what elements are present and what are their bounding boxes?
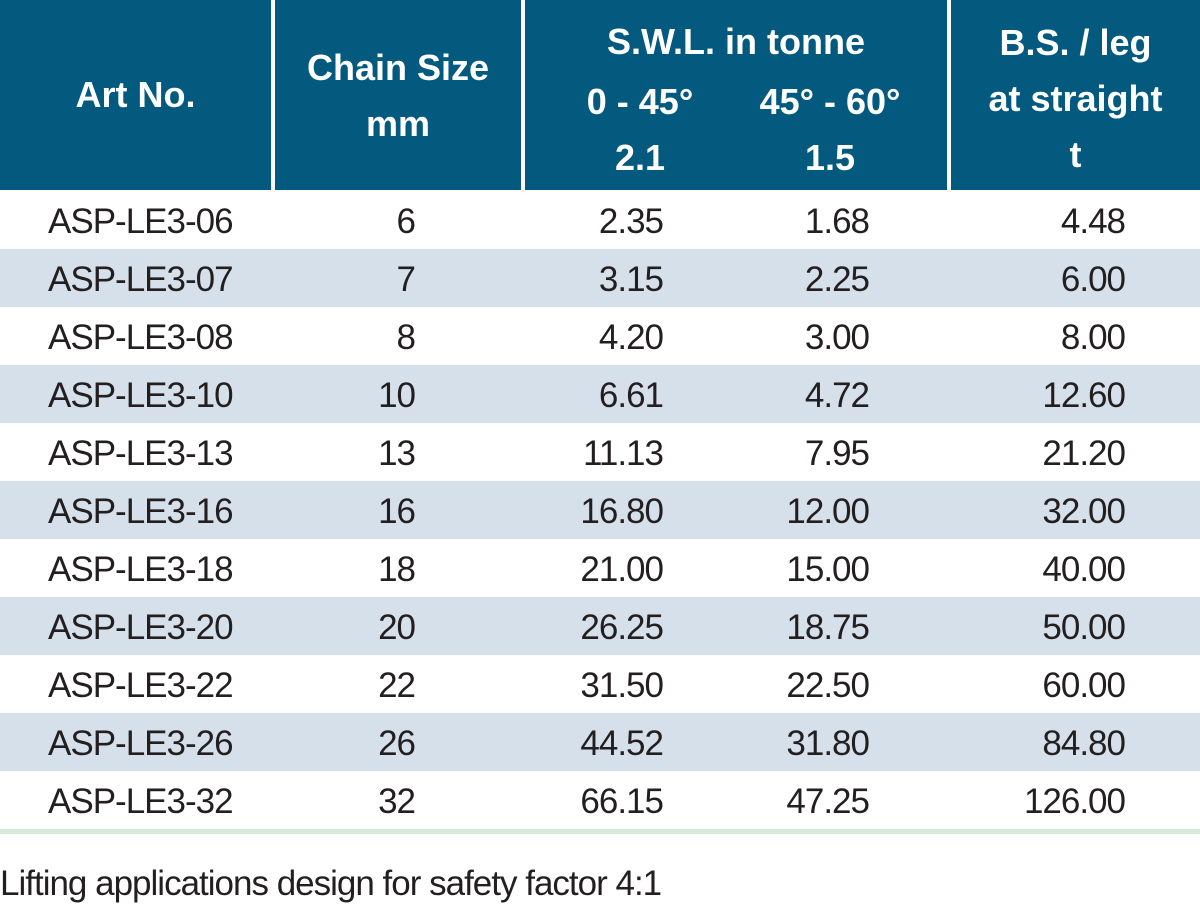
cell-chain-size: 16	[378, 492, 416, 531]
header-swl-angle-45-60-label: 45° - 60°	[759, 81, 901, 122]
cell-swl-45-60: 3.00	[804, 318, 870, 357]
cell-breaking-strength: 60.00	[1042, 666, 1126, 705]
table-row: ASP-LE3-06 6 2.35 1.68 4.48	[0, 191, 1200, 249]
cell-swl-0-45: 21.00	[580, 550, 664, 589]
cell-breaking-strength: 6.00	[1060, 260, 1126, 299]
header-swl-angle-0-45: 0 - 45° 2.1	[555, 74, 725, 186]
cell-chain-size: 6	[396, 202, 416, 241]
cell-art-no: ASP-LE3-13	[48, 434, 234, 473]
cell-swl-45-60: 1.68	[804, 202, 870, 241]
cell-breaking-strength: 12.60	[1042, 376, 1126, 415]
header-breaking-strength: B.S. / leg at straight t	[951, 0, 1200, 190]
cell-swl-45-60: 18.75	[786, 608, 870, 647]
table-row: ASP-LE3-26 26 44.52 31.80 84.80	[0, 713, 1200, 771]
table-body: ASP-LE3-06 6 2.35 1.68 4.48 ASP-LE3-07 7…	[0, 191, 1200, 829]
cell-chain-size: 32	[378, 782, 416, 821]
cell-swl-45-60: 47.25	[786, 782, 870, 821]
table-bottom-rule	[0, 829, 1200, 834]
header-swl: S.W.L. in tonne 0 - 45° 2.1 45° - 60° 1.…	[525, 0, 947, 190]
cell-breaking-strength: 32.00	[1042, 492, 1126, 531]
cell-breaking-strength: 50.00	[1042, 608, 1126, 647]
cell-art-no: ASP-LE3-07	[48, 260, 234, 299]
cell-swl-0-45: 31.50	[580, 666, 664, 705]
cell-swl-45-60: 12.00	[786, 492, 870, 531]
header-swl-angle-45-60-factor: 1.5	[804, 137, 856, 178]
cell-swl-0-45: 3.15	[598, 260, 664, 299]
header-bs-line-3: t	[1069, 134, 1082, 175]
cell-swl-45-60: 2.25	[804, 260, 870, 299]
cell-swl-0-45: 11.13	[583, 434, 664, 473]
cell-art-no: ASP-LE3-16	[48, 492, 234, 531]
cell-breaking-strength: 40.00	[1042, 550, 1126, 589]
cell-chain-size: 20	[378, 608, 416, 647]
table-row: ASP-LE3-32 32 66.15 47.25 126.00	[0, 771, 1200, 829]
footnote: Lifting applications design for safety f…	[0, 864, 662, 903]
table-row: ASP-LE3-08 8 4.20 3.00 8.00	[0, 307, 1200, 365]
table-row: ASP-LE3-13 13 11.13 7.95 21.20	[0, 423, 1200, 481]
cell-breaking-strength: 21.20	[1042, 434, 1126, 473]
header-art-no: Art No.	[0, 0, 271, 190]
header-bs-line-2: at straight	[988, 78, 1163, 119]
cell-art-no: ASP-LE3-26	[48, 724, 234, 763]
table-row: ASP-LE3-16 16 16.80 12.00 32.00	[0, 481, 1200, 539]
cell-breaking-strength: 84.80	[1042, 724, 1126, 763]
cell-art-no: ASP-LE3-06	[48, 202, 234, 241]
cell-swl-0-45: 44.52	[580, 724, 664, 763]
cell-swl-45-60: 22.50	[786, 666, 870, 705]
header-swl-angle-45-60: 45° - 60° 1.5	[745, 74, 915, 186]
cell-chain-size: 18	[378, 550, 416, 589]
header-swl-title: S.W.L. in tonne	[607, 21, 865, 62]
cell-swl-45-60: 4.72	[804, 376, 870, 415]
header-swl-angle-0-45-label: 0 - 45°	[586, 81, 694, 122]
cell-swl-45-60: 7.95	[804, 434, 870, 473]
cell-swl-0-45: 6.61	[598, 376, 664, 415]
cell-swl-0-45: 4.20	[598, 318, 664, 357]
cell-art-no: ASP-LE3-08	[48, 318, 234, 357]
header-chain-size-label: Chain Size	[306, 47, 490, 88]
table-row: ASP-LE3-10 10 6.61 4.72 12.60	[0, 365, 1200, 423]
header-art-no-label: Art No.	[75, 74, 196, 115]
table-row: ASP-LE3-22 22 31.50 22.50 60.00	[0, 655, 1200, 713]
cell-swl-0-45: 16.80	[580, 492, 664, 531]
cell-swl-0-45: 2.35	[598, 202, 664, 241]
table-row: ASP-LE3-20 20 26.25 18.75 50.00	[0, 597, 1200, 655]
cell-breaking-strength: 8.00	[1060, 318, 1126, 357]
header-bs-line-1: B.S. / leg	[999, 22, 1152, 63]
cell-chain-size: 26	[378, 724, 416, 763]
cell-chain-size: 13	[378, 434, 416, 473]
cell-breaking-strength: 4.48	[1060, 202, 1126, 241]
cell-chain-size: 10	[378, 376, 416, 415]
cell-chain-size: 22	[378, 666, 416, 705]
header-swl-angle-0-45-factor: 2.1	[614, 137, 666, 178]
cell-art-no: ASP-LE3-32	[48, 782, 234, 821]
cell-swl-45-60: 31.80	[786, 724, 870, 763]
cell-art-no: ASP-LE3-20	[48, 608, 234, 647]
table-row: ASP-LE3-07 7 3.15 2.25 6.00	[0, 249, 1200, 307]
table-row: ASP-LE3-18 18 21.00 15.00 40.00	[0, 539, 1200, 597]
cell-art-no: ASP-LE3-18	[48, 550, 234, 589]
cell-swl-0-45: 66.15	[580, 782, 664, 821]
cell-swl-0-45: 26.25	[580, 608, 664, 647]
cell-art-no: ASP-LE3-10	[48, 376, 234, 415]
cell-swl-45-60: 15.00	[786, 550, 870, 589]
cell-breaking-strength: 126.00	[1023, 782, 1126, 821]
header-chain-size: Chain Size mm	[275, 0, 521, 190]
header-chain-size-unit: mm	[365, 103, 431, 144]
cell-chain-size: 7	[396, 260, 416, 299]
cell-art-no: ASP-LE3-22	[48, 666, 234, 705]
cell-chain-size: 8	[396, 318, 416, 357]
